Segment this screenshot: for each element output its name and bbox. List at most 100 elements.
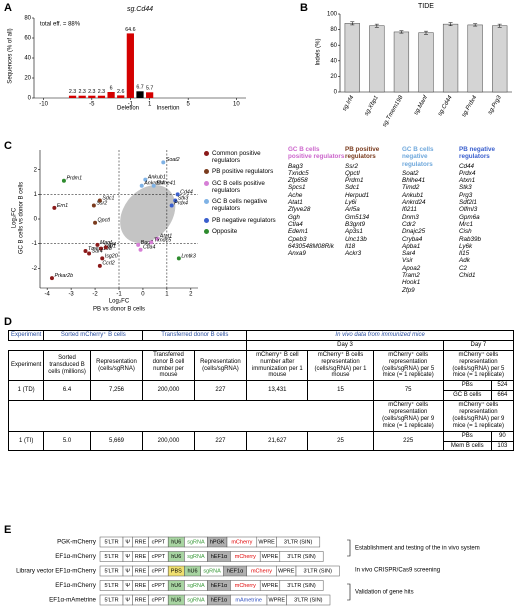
y-tick-label: 20 [330, 74, 337, 80]
bar [492, 25, 508, 93]
panel-label: D [4, 316, 12, 328]
x-tick-label: sg.Manf [413, 94, 430, 117]
blank [8, 400, 374, 432]
element-label: 3'LTR (SIN) [287, 583, 316, 589]
bar [136, 91, 144, 98]
gene: Prdx4 [459, 169, 476, 177]
legend-item: Common positive regulators [204, 150, 286, 164]
construct-name: PGK-mCherry [57, 539, 97, 546]
y-axis-label: Indels (%) [316, 38, 322, 65]
value-label: 2.3 [69, 89, 76, 95]
gene: Ssr2 [345, 162, 358, 170]
y-tick-label: 40 [24, 56, 31, 62]
legend-swatch [204, 199, 209, 205]
element-label: hEF1α [211, 554, 228, 560]
gene: Ankrd24 [402, 199, 426, 207]
element-label: cPPT [152, 568, 166, 574]
gene: Il18 [345, 242, 356, 250]
element-box [286, 594, 331, 606]
gene: Mrc1 [459, 220, 473, 228]
element-label: Ψ [125, 583, 130, 589]
cell: 524 [490, 380, 515, 392]
point [49, 276, 54, 281]
element-label: RRE [135, 568, 147, 574]
point [97, 263, 102, 268]
gene-lists: GC B cells positive regulators Bag3 Txndc5… [288, 146, 516, 294]
gene: Rab39b [459, 235, 482, 243]
error-bar [473, 23, 478, 27]
annotation: total eff. = 88% [40, 22, 81, 28]
gene: Ackr3 [345, 250, 362, 258]
value-label: 6.7 [136, 85, 143, 91]
gene: Hook1 [402, 279, 421, 287]
element-label: 5'LTR [104, 597, 118, 603]
point-label: Stk3 [178, 195, 189, 201]
element-label: hU6 [171, 554, 181, 560]
header: In vivo data from immunized mice [246, 330, 514, 341]
element-label: WPRE [262, 583, 279, 589]
point [52, 205, 57, 210]
cell: Mem B cells [442, 440, 492, 452]
point-label: Ankrd24 [143, 181, 164, 187]
x-tick-label: -1 [116, 292, 122, 298]
value-label: 2.3 [78, 89, 85, 95]
y-tick-label: 40 [330, 58, 337, 64]
gene: Ly6i [345, 199, 357, 207]
gene: Txndc5 [288, 169, 309, 177]
gene: Cd44 [459, 162, 475, 170]
element-label: 5'LTR [104, 568, 118, 574]
x-tick-label: -4 [45, 292, 51, 298]
element-label: 3'LTR (SIN) [294, 597, 323, 603]
gene: Sdf2l1 [459, 199, 477, 207]
panel-label: A [4, 2, 12, 14]
gene: Unc13b [345, 235, 367, 243]
legend-item: PB negative regulators [204, 217, 286, 224]
bar [146, 92, 154, 98]
element-label: sgRNA [203, 568, 221, 574]
element-label: cPPT [152, 597, 166, 603]
legend-label: PB negative regulators [212, 216, 276, 224]
gene: Spcs1 [288, 184, 306, 192]
element-label: Ψ [125, 554, 130, 560]
value-label: 5.7 [146, 86, 153, 92]
element-label: cPPT [152, 583, 166, 589]
cell: PBs [442, 430, 492, 442]
construct-name: Library vector EF1α-mCherry [16, 568, 97, 575]
point [149, 240, 154, 245]
element-label: WPRE [278, 568, 295, 574]
gene: Herpud1 [345, 191, 370, 199]
gene: Il15 [459, 250, 470, 258]
element-label: hU6 [171, 597, 181, 603]
cell: GC B cells [442, 390, 492, 402]
error-bar [399, 30, 404, 34]
gene: Dnajc25 [402, 228, 426, 236]
error-bar [374, 23, 379, 28]
cell: 225 [372, 430, 444, 452]
point-label: Ctla4 [143, 245, 155, 251]
gene: Ctla4 [288, 220, 303, 228]
element-label: 3'LTR (SIN) [284, 539, 313, 545]
bar [107, 92, 115, 98]
element-label: mCherry [251, 568, 272, 574]
y-tick-label: 2 [34, 167, 38, 173]
bar [117, 95, 125, 98]
header: Day 7 [442, 339, 515, 351]
gene-column: PB positive regulators Ssr2 Qpctl Prdm1 Sdc1… [345, 146, 402, 294]
point-label: Xbp1 [103, 243, 116, 249]
cell: 13,431 [246, 380, 309, 402]
element-label: 3'LTR (SIN) [303, 568, 332, 574]
element-label: sgRNA [187, 554, 205, 560]
y-tick-label: -2 [32, 266, 38, 272]
legend-item: Opposite [204, 228, 286, 235]
column-header: Representation (cells/sgRNA) [193, 349, 248, 382]
x-tick-label: -5 [89, 102, 95, 108]
x-tick-label: sg.Tmem198 [382, 94, 405, 128]
point [151, 183, 156, 188]
annotation: Insertion [156, 106, 179, 112]
x-tick-label: sg.Prg3 [487, 94, 503, 115]
legend-label: GC B cells negative regulators [212, 198, 268, 213]
construct-name: EF1α-mCherry [55, 582, 97, 589]
point [61, 178, 66, 183]
gene-column: PB negative regulators Cd44 Prdx4 Atxn1 Stk3… [459, 146, 516, 294]
x-tick-label: sg.Prdx4 [461, 94, 478, 118]
